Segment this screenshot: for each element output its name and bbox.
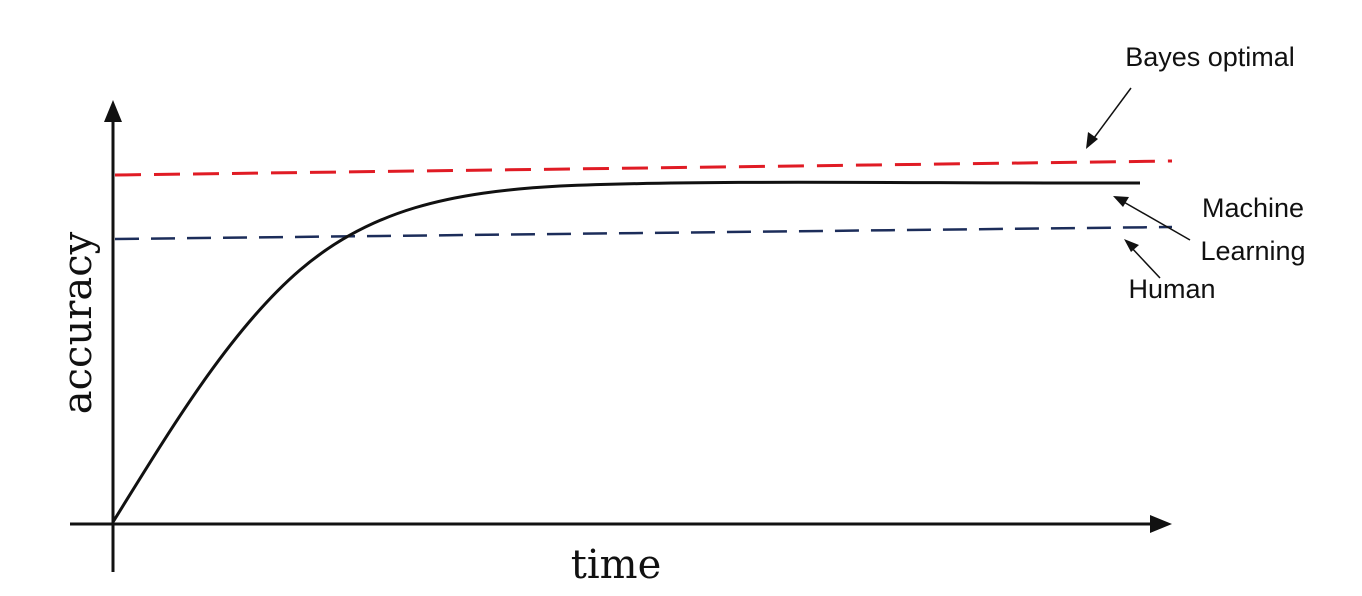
machine-learning-curve: [111, 180, 1140, 523]
human-pointer-arrowhead: [1124, 239, 1139, 252]
bayes-optimal-pointer-arrowhead: [1086, 132, 1098, 149]
bayes-optimal-label: Bayes optimal: [1125, 42, 1295, 72]
human-line: [114, 225, 1173, 241]
x-axis-arrowhead: [1150, 515, 1172, 533]
machine-learning-label-line2: Learning: [1200, 236, 1305, 266]
x-axis-label: time: [571, 542, 661, 588]
machine-learning-label-line1: Machine: [1202, 193, 1304, 223]
human-pointer: [1129, 245, 1161, 279]
y-axis-label: accuracy: [55, 231, 101, 414]
machine-learning-pointer: [1121, 200, 1191, 241]
machine-learning-pointer-arrowhead: [1113, 196, 1129, 207]
y-axis-arrowhead: [104, 100, 122, 122]
bayes-optimal-pointer: [1090, 87, 1132, 143]
bayes-optimal-line: [114, 159, 1173, 177]
human-label: Human: [1128, 274, 1215, 304]
